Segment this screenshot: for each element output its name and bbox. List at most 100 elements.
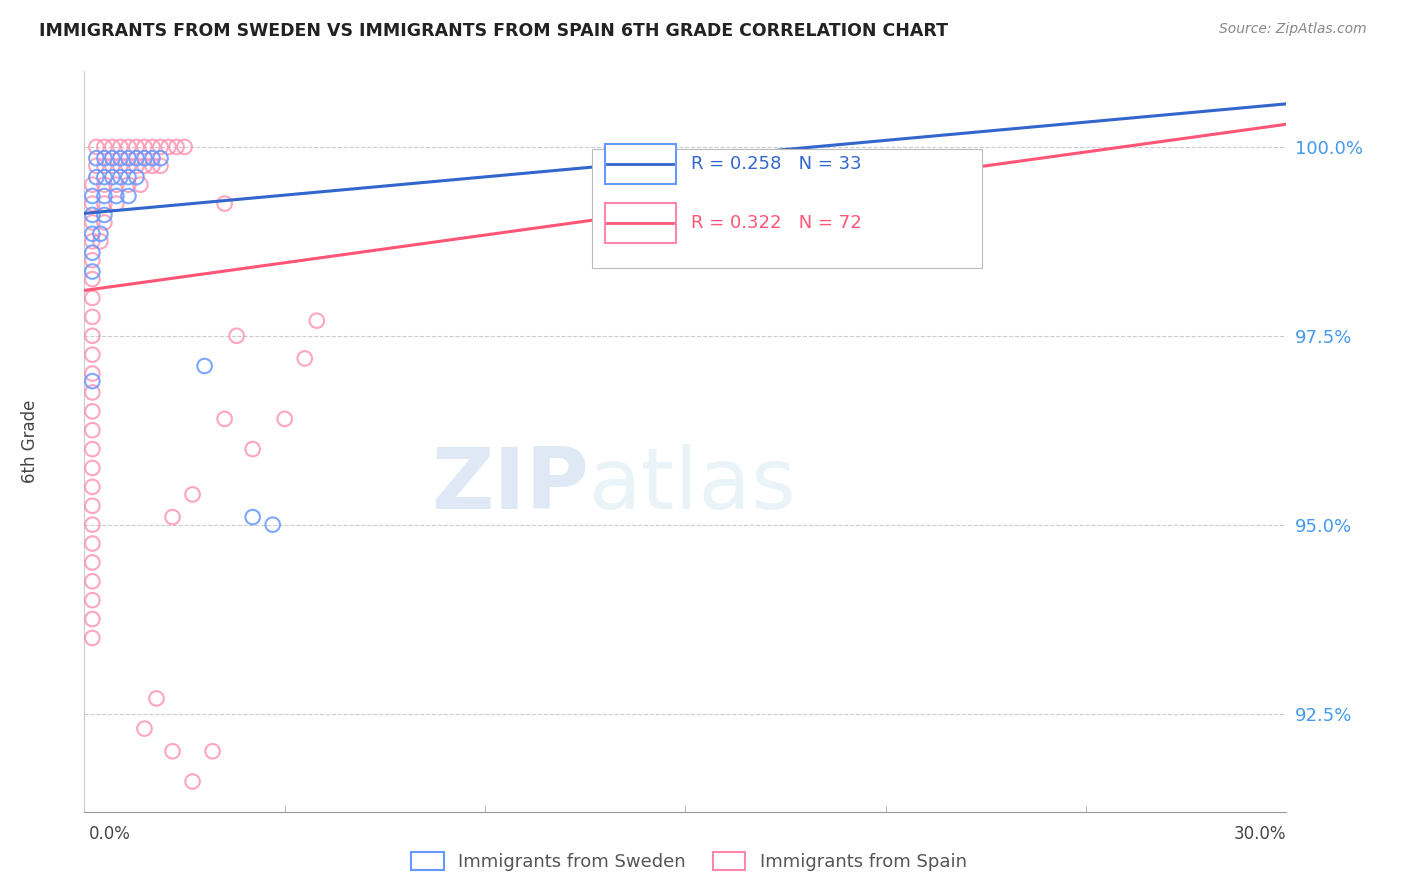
Point bbox=[117, 151, 139, 165]
Text: R = 0.258   N = 33: R = 0.258 N = 33 bbox=[692, 155, 862, 173]
Point bbox=[82, 536, 104, 550]
Point bbox=[149, 151, 172, 165]
Point bbox=[101, 140, 124, 154]
Point bbox=[86, 140, 108, 154]
Point bbox=[201, 744, 224, 758]
Point bbox=[93, 140, 115, 154]
Point bbox=[214, 412, 236, 426]
Point bbox=[93, 159, 115, 173]
Point bbox=[82, 196, 104, 211]
Point bbox=[149, 140, 172, 154]
Point bbox=[93, 151, 115, 165]
Point bbox=[82, 272, 104, 286]
Point bbox=[125, 151, 148, 165]
Point bbox=[89, 227, 111, 241]
Point bbox=[82, 348, 104, 362]
Point bbox=[86, 151, 108, 165]
Point bbox=[214, 196, 236, 211]
Point bbox=[110, 170, 132, 185]
Point bbox=[93, 208, 115, 222]
Point bbox=[181, 487, 204, 501]
Point bbox=[82, 310, 104, 324]
Point bbox=[194, 359, 217, 373]
Point bbox=[82, 499, 104, 513]
Point bbox=[105, 189, 128, 203]
Point bbox=[82, 461, 104, 475]
Point bbox=[82, 227, 104, 241]
Point bbox=[93, 178, 115, 192]
Point bbox=[134, 722, 156, 736]
Text: ZIP: ZIP bbox=[432, 444, 589, 527]
Point bbox=[125, 159, 148, 173]
Point bbox=[89, 235, 111, 249]
Point bbox=[82, 264, 104, 278]
Point bbox=[82, 574, 104, 589]
Point bbox=[82, 215, 104, 229]
Point bbox=[274, 412, 297, 426]
Point bbox=[305, 313, 328, 327]
Point bbox=[125, 140, 148, 154]
Point bbox=[654, 166, 676, 180]
FancyBboxPatch shape bbox=[605, 203, 676, 244]
Point bbox=[82, 631, 104, 645]
FancyBboxPatch shape bbox=[592, 149, 983, 268]
Point bbox=[141, 140, 163, 154]
Point bbox=[117, 170, 139, 185]
Point bbox=[157, 140, 180, 154]
Point bbox=[149, 159, 172, 173]
Text: IMMIGRANTS FROM SWEDEN VS IMMIGRANTS FROM SPAIN 6TH GRADE CORRELATION CHART: IMMIGRANTS FROM SWEDEN VS IMMIGRANTS FRO… bbox=[39, 22, 949, 40]
Point bbox=[101, 170, 124, 185]
Point bbox=[242, 442, 264, 456]
Point bbox=[82, 612, 104, 626]
Point bbox=[775, 166, 797, 180]
Point bbox=[117, 140, 139, 154]
Point bbox=[101, 159, 124, 173]
Point bbox=[82, 208, 104, 222]
Point bbox=[93, 196, 115, 211]
Point bbox=[93, 170, 115, 185]
Text: atlas: atlas bbox=[589, 444, 797, 527]
Point bbox=[82, 374, 104, 388]
Point bbox=[82, 480, 104, 494]
Point bbox=[173, 140, 195, 154]
Point bbox=[141, 151, 163, 165]
Point bbox=[110, 159, 132, 173]
Point bbox=[166, 140, 188, 154]
Point bbox=[82, 517, 104, 532]
Point bbox=[82, 556, 104, 570]
Point bbox=[110, 151, 132, 165]
Point bbox=[225, 328, 247, 343]
Point bbox=[117, 189, 139, 203]
Point bbox=[93, 189, 115, 203]
Point bbox=[82, 291, 104, 305]
Point bbox=[125, 170, 148, 185]
Point bbox=[134, 140, 156, 154]
Point bbox=[117, 159, 139, 173]
Point bbox=[82, 593, 104, 607]
Text: 30.0%: 30.0% bbox=[1234, 825, 1286, 843]
Point bbox=[82, 385, 104, 400]
Point bbox=[86, 170, 108, 185]
Point bbox=[93, 215, 115, 229]
Point bbox=[134, 151, 156, 165]
Point bbox=[82, 423, 104, 437]
Point bbox=[105, 196, 128, 211]
FancyBboxPatch shape bbox=[605, 144, 676, 184]
Point bbox=[242, 510, 264, 524]
Point bbox=[86, 159, 108, 173]
Text: 6th Grade: 6th Grade bbox=[21, 400, 39, 483]
Text: Source: ZipAtlas.com: Source: ZipAtlas.com bbox=[1219, 22, 1367, 37]
Point bbox=[134, 159, 156, 173]
Text: R = 0.322   N = 72: R = 0.322 N = 72 bbox=[692, 214, 862, 232]
Point bbox=[101, 151, 124, 165]
Point bbox=[110, 140, 132, 154]
Text: 0.0%: 0.0% bbox=[89, 825, 131, 843]
Point bbox=[141, 159, 163, 173]
Point bbox=[117, 178, 139, 192]
Point bbox=[82, 328, 104, 343]
Point bbox=[129, 178, 152, 192]
Point bbox=[181, 774, 204, 789]
Legend: Immigrants from Sweden, Immigrants from Spain: Immigrants from Sweden, Immigrants from … bbox=[404, 845, 974, 879]
Point bbox=[105, 178, 128, 192]
Point bbox=[82, 442, 104, 456]
